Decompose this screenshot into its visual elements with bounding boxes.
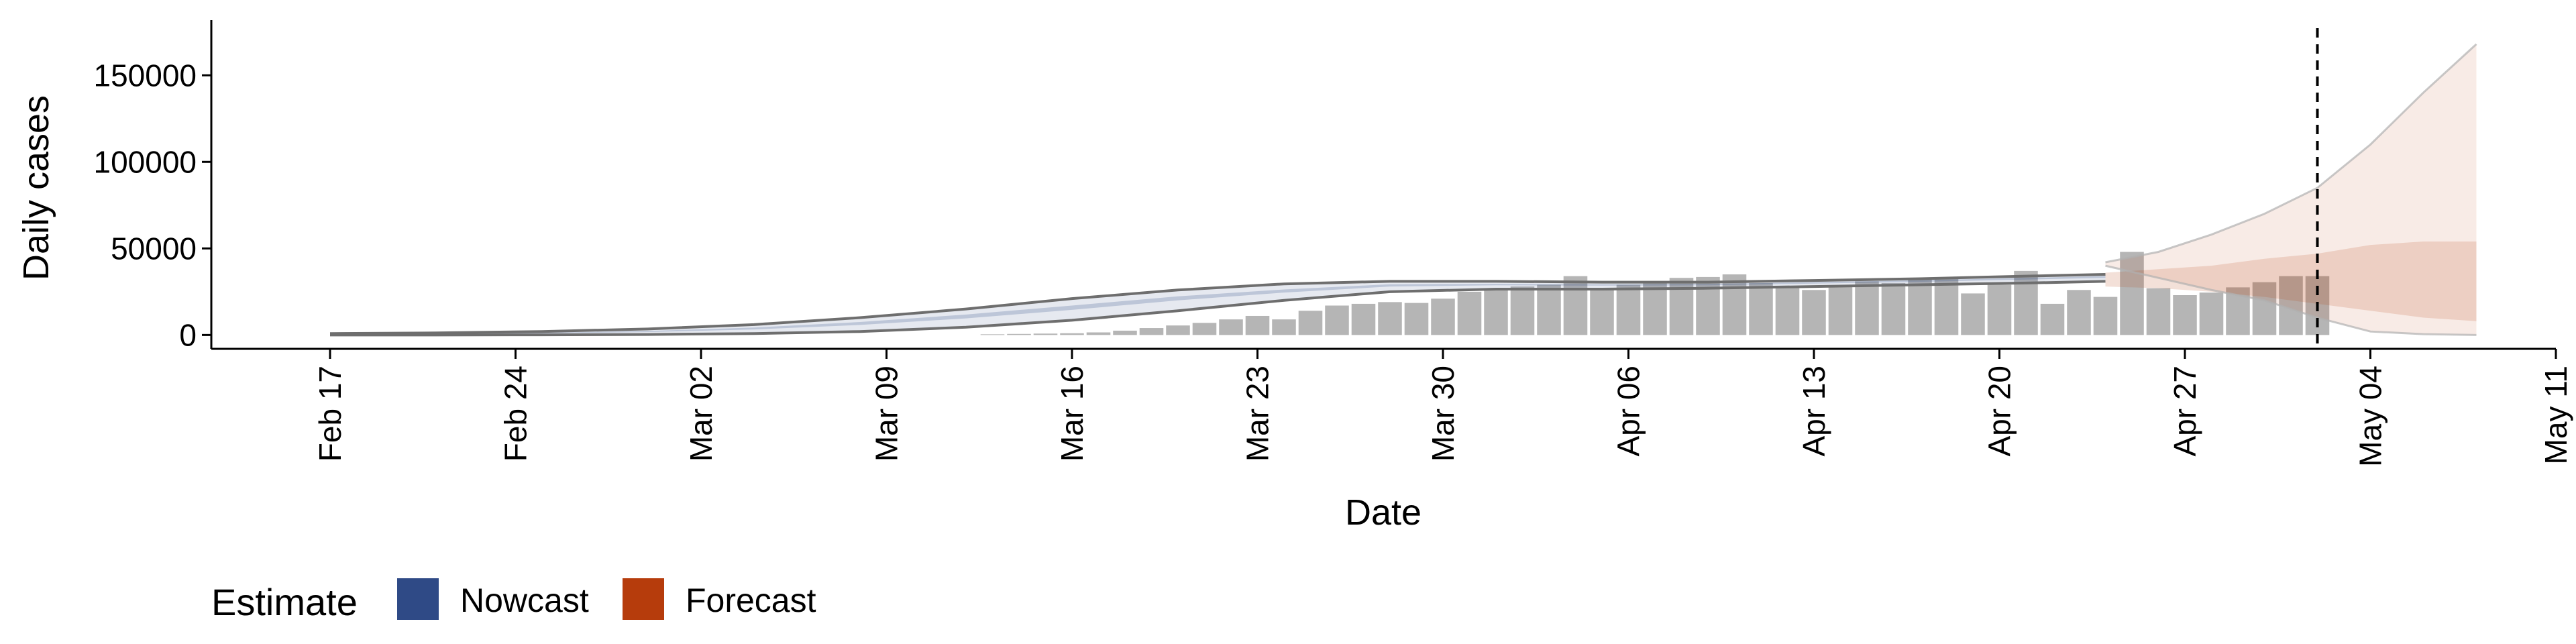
case-bar: [1192, 323, 1217, 335]
case-bar: [1643, 281, 1667, 335]
nowcast-upper-line: [329, 273, 2106, 335]
x-axis: Feb 17 Feb 24 Mar 02 Mar 09 Mar 16 Mar 23 Mar …: [211, 347, 2573, 533]
case-bar: [1298, 311, 1323, 335]
x-axis-title: Date: [1345, 492, 1421, 533]
nowcast-lower-line: [330, 280, 2106, 337]
case-bar: [1272, 319, 1296, 335]
case-bar: [1908, 279, 1932, 335]
x-tick-label: Apr 13: [1796, 366, 1831, 457]
y-tick-label: 0: [179, 317, 197, 352]
case-bar: [980, 334, 1005, 335]
case-bar: [2252, 282, 2277, 335]
case-bar: [1696, 276, 1720, 335]
x-tick-label: Mar 23: [1240, 366, 1275, 462]
y-tick-label: 150000: [94, 58, 197, 93]
x-tick-label: Feb 17: [313, 366, 347, 462]
case-bar: [1007, 333, 1031, 335]
case-bar: [1351, 303, 1376, 335]
case-bar: [1563, 276, 1588, 335]
x-ticks: Feb 17 Feb 24 Mar 02 Mar 09 Mar 16 Mar 23 Mar …: [313, 349, 2573, 467]
case-bar: [1855, 281, 1879, 335]
x-tick-label: Feb 24: [498, 366, 533, 462]
forecast-lower-line: [2105, 264, 2477, 336]
case-bar: [1828, 286, 1853, 335]
x-tick-label: Apr 27: [2167, 366, 2202, 457]
case-bar: [1113, 330, 1137, 335]
nowcast-band-90: [330, 274, 2106, 335]
forecast-upper-line: [2105, 43, 2477, 264]
case-bar: [1378, 302, 1402, 335]
reported-cases-bars: [980, 252, 2330, 335]
case-bar: [2199, 292, 2224, 335]
case-bar: [1166, 325, 1190, 335]
case-bar: [1987, 284, 2012, 335]
estimate-lines: [329, 43, 2477, 337]
legend-swatch-nowcast: [397, 578, 439, 620]
case-bar: [1457, 291, 1482, 335]
case-bar: [1722, 274, 1747, 335]
case-bar: [2067, 290, 2091, 335]
case-bar: [1086, 332, 1111, 335]
case-bar: [1775, 286, 1800, 335]
legend-label-nowcast: Nowcast: [460, 582, 589, 619]
case-bar: [1802, 290, 1826, 335]
legend-title: Estimate: [211, 581, 358, 623]
x-tick-label: May 04: [2353, 366, 2388, 467]
y-axis-title: Daily cases: [16, 95, 56, 280]
x-tick-label: Mar 09: [869, 366, 904, 462]
case-bar: [1616, 284, 1641, 335]
legend: Estimate Nowcast Forecast: [211, 578, 816, 623]
x-tick-label: Mar 30: [1426, 366, 1460, 462]
case-bar: [1934, 278, 1959, 335]
legend-label-forecast: Forecast: [686, 582, 816, 619]
x-tick-label: Apr 06: [1611, 366, 1646, 457]
case-bar: [1245, 315, 1270, 335]
case-bar: [1590, 290, 1614, 335]
case-bar: [2146, 288, 2171, 335]
case-bar: [1537, 284, 1561, 335]
x-tick-label: Apr 20: [1982, 366, 2017, 457]
y-ticks: 0 50000 100000 150000: [94, 58, 211, 352]
case-bar: [1033, 333, 1058, 335]
case-bar: [1484, 288, 1508, 335]
x-tick-label: May 11: [2538, 366, 2573, 464]
x-tick-label: Mar 16: [1055, 366, 1089, 462]
case-bar: [1139, 328, 1164, 335]
plot-area: [329, 28, 2477, 349]
case-bar: [1219, 319, 1243, 335]
y-axis: 0 50000 100000 150000 Daily cases: [16, 20, 213, 352]
case-bar: [1060, 333, 1084, 335]
case-bar: [2040, 303, 2065, 335]
case-bar: [2173, 295, 2197, 335]
y-tick-label: 100000: [94, 144, 197, 179]
case-bar: [1749, 282, 1773, 335]
case-bar: [1325, 305, 1349, 335]
case-bar: [1404, 303, 1429, 335]
case-bar: [1881, 282, 1906, 335]
case-bar: [1510, 286, 1535, 335]
legend-swatch-forecast: [623, 578, 664, 620]
forecast-band-90: [2105, 44, 2477, 335]
x-tick-label: Mar 02: [684, 366, 718, 462]
case-bar: [2120, 252, 2144, 335]
case-bar: [2093, 297, 2118, 335]
case-bar: [1961, 293, 1985, 335]
y-tick-label: 50000: [111, 231, 197, 266]
estimate-bands: [330, 44, 2477, 335]
case-bar: [1431, 299, 1455, 335]
forecast-band-50: [2105, 241, 2477, 321]
